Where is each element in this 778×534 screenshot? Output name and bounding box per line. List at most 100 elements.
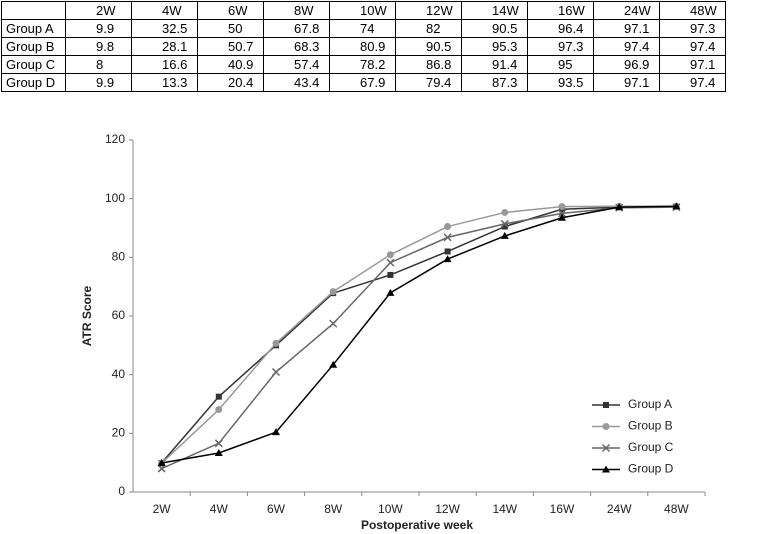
legend-marker bbox=[601, 443, 611, 453]
table-cell: 43.4 bbox=[263, 73, 330, 92]
y-tick-label: 60 bbox=[112, 308, 126, 322]
table-cell: 13.3 bbox=[131, 73, 198, 92]
table-cell: 67.9 bbox=[329, 73, 396, 92]
table-cell: 93.5 bbox=[527, 73, 594, 92]
table-cell: 57.4 bbox=[263, 55, 330, 74]
table-row: 2W 4W 6W 8W 10W 12W 14W 16W 24W 48W bbox=[1, 1, 726, 20]
x-tick-label: 16W bbox=[550, 502, 575, 516]
table-row: Group A 9.9 32.5 50 67.8 74 82 90.5 96.4 97.1 97.3 bbox=[1, 19, 726, 38]
column-header: 10W bbox=[329, 1, 396, 20]
marker bbox=[443, 233, 452, 242]
x-tick-label: 8W bbox=[324, 502, 343, 516]
marker bbox=[271, 367, 281, 377]
legend-marker bbox=[602, 465, 610, 473]
marker bbox=[329, 288, 337, 296]
table-cell: 82 bbox=[395, 19, 462, 38]
table-cell: 68.3 bbox=[263, 37, 330, 56]
marker bbox=[672, 202, 681, 210]
x-tick-label: 12W bbox=[435, 502, 460, 516]
y-tick-label: 20 bbox=[112, 426, 126, 440]
table-cell: 67.8 bbox=[263, 19, 330, 38]
series-line bbox=[161, 205, 677, 464]
marker bbox=[557, 209, 567, 218]
table-cell: 9.8 bbox=[65, 37, 132, 56]
marker bbox=[329, 360, 338, 368]
column-header: 14W bbox=[461, 1, 528, 20]
table-row: Group D 9.9 13.3 20.4 43.4 67.9 79.4 87.3 93.5 97… bbox=[1, 73, 726, 92]
legend-label: Group C bbox=[628, 440, 674, 454]
table-cell: 91.4 bbox=[461, 55, 528, 74]
series-line bbox=[161, 206, 677, 470]
table-cell: 86.8 bbox=[395, 55, 462, 74]
table-cell: 97.1 bbox=[593, 19, 660, 38]
x-tick-label: 24W bbox=[607, 502, 632, 516]
table-cell: 95.3 bbox=[461, 37, 528, 56]
column-header: 48W bbox=[659, 1, 726, 20]
marker bbox=[214, 439, 223, 448]
column-header: 12W bbox=[395, 1, 462, 20]
table-cell: 97.1 bbox=[659, 55, 726, 74]
marker bbox=[386, 288, 395, 296]
marker bbox=[500, 219, 509, 228]
marker bbox=[615, 203, 624, 211]
marker bbox=[443, 255, 452, 263]
row-header: Group C bbox=[1, 55, 66, 74]
legend-marker bbox=[603, 402, 609, 408]
y-axis-label: ATR Score bbox=[80, 285, 94, 346]
series-line bbox=[161, 205, 677, 464]
table-row: Group B 9.8 28.1 50.7 68.3 80.9 90.5 95.3 97.3 97… bbox=[1, 37, 726, 56]
series-line bbox=[161, 205, 677, 464]
table-cell: 97.1 bbox=[593, 73, 660, 92]
table-cell: 80.9 bbox=[329, 37, 396, 56]
x-tick-label: 4W bbox=[210, 502, 229, 516]
table-row: Group C 8 16.6 40.9 57.4 78.2 86.8 91.4 95 96.9 97… bbox=[1, 55, 726, 74]
column-header: 16W bbox=[527, 1, 594, 20]
table-cell: 9.9 bbox=[65, 19, 132, 38]
legend-label: Group D bbox=[628, 462, 674, 476]
table-cell: 90.5 bbox=[395, 37, 462, 56]
table-cell: 9.9 bbox=[65, 73, 132, 92]
marker bbox=[500, 231, 509, 239]
table-cell: 32.5 bbox=[131, 19, 198, 38]
marker bbox=[272, 339, 280, 347]
table-cell: 78.2 bbox=[329, 55, 396, 74]
marker bbox=[386, 251, 394, 259]
column-header: 4W bbox=[131, 1, 198, 20]
x-tick-label: 6W bbox=[267, 502, 286, 516]
table-cell: 50.7 bbox=[197, 37, 264, 56]
table-cell: 97.3 bbox=[527, 37, 594, 56]
marker bbox=[444, 223, 452, 231]
table-cell: 95 bbox=[527, 55, 594, 74]
column-header: 6W bbox=[197, 1, 264, 20]
x-tick-label: 2W bbox=[153, 502, 172, 516]
x-tick-label: 10W bbox=[378, 502, 403, 516]
table-cell: 28.1 bbox=[131, 37, 198, 56]
marker bbox=[387, 271, 394, 278]
column-header: 24W bbox=[593, 1, 660, 20]
table-cell: 50 bbox=[197, 19, 264, 38]
legend-label: Group A bbox=[628, 397, 672, 411]
marker bbox=[214, 448, 223, 456]
marker bbox=[444, 248, 451, 255]
y-tick-label: 80 bbox=[112, 250, 126, 264]
x-tick-label: 14W bbox=[492, 502, 517, 516]
table-cell: 97.4 bbox=[659, 37, 726, 56]
y-tick-label: 40 bbox=[112, 367, 126, 381]
legend-label: Group B bbox=[628, 419, 673, 433]
legend-marker bbox=[602, 423, 610, 430]
row-header: Group B bbox=[1, 37, 66, 56]
table-cell: 16.6 bbox=[131, 55, 198, 74]
table-cell: 79.4 bbox=[395, 73, 462, 92]
table-cell: 8 bbox=[65, 55, 132, 74]
corner-cell bbox=[1, 1, 66, 20]
x-tick-label: 48W bbox=[664, 502, 689, 516]
y-tick-label: 0 bbox=[118, 484, 125, 498]
data-table: 2W 4W 6W 8W 10W 12W 14W 16W 24W 48W Group A 9.9 32.5… bbox=[1, 1, 726, 92]
marker bbox=[215, 406, 223, 414]
table-cell: 97.4 bbox=[659, 73, 726, 92]
marker bbox=[215, 393, 222, 400]
table-cell: 97.4 bbox=[593, 37, 660, 56]
row-header: Group D bbox=[1, 73, 66, 92]
